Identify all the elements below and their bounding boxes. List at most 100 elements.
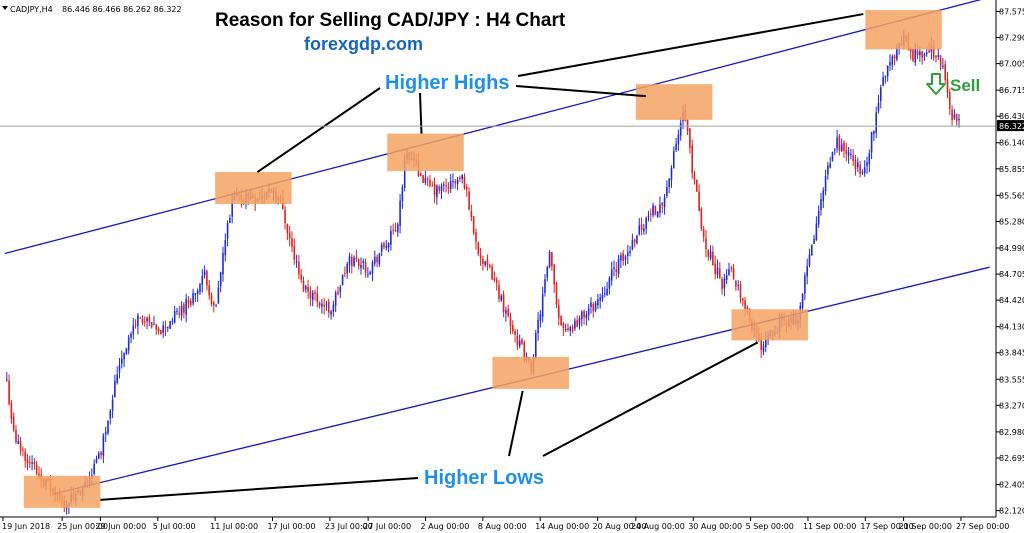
candle-body xyxy=(613,267,615,270)
candle-body xyxy=(615,269,618,272)
candle-body xyxy=(544,279,546,293)
candle-body xyxy=(392,229,394,231)
candle-body xyxy=(838,135,841,151)
candle-body xyxy=(843,142,845,152)
candle-body xyxy=(677,134,680,145)
candle-body xyxy=(176,310,178,312)
candle-body xyxy=(330,311,332,315)
candle-body xyxy=(429,179,431,186)
candle-body xyxy=(741,298,744,301)
price-tick-label: 83.845 xyxy=(999,349,1024,358)
candle-body xyxy=(587,308,590,316)
candle-body xyxy=(22,449,24,451)
candle-body xyxy=(622,253,624,261)
candle-body xyxy=(718,268,721,279)
candle-body xyxy=(8,380,10,405)
candle-body xyxy=(912,49,914,61)
candle-body xyxy=(38,473,40,476)
candle-body xyxy=(856,162,859,168)
candle-body xyxy=(33,461,36,464)
candle-body xyxy=(663,197,666,207)
candle-body xyxy=(953,114,956,119)
candle-body xyxy=(815,223,818,241)
candle-body xyxy=(183,304,185,313)
candle-body xyxy=(762,345,765,352)
candle-body xyxy=(937,55,940,58)
candle-body xyxy=(958,118,960,121)
time-tick-label: 20 Aug 00:00 xyxy=(593,522,647,531)
candle-body xyxy=(955,113,958,121)
candle-body xyxy=(896,47,898,60)
candle-body xyxy=(187,300,190,303)
candle-body xyxy=(394,230,397,232)
symbol-label: CADJPY,H4 xyxy=(10,5,53,14)
candle-body xyxy=(461,174,463,180)
candle-body xyxy=(314,292,316,294)
candle-body xyxy=(691,145,693,174)
candle-body xyxy=(923,54,926,57)
candle-body xyxy=(185,298,187,315)
candle-body xyxy=(224,240,227,256)
candle-body xyxy=(827,165,829,175)
channel-upper-line xyxy=(4,0,982,255)
candle-body xyxy=(597,299,599,306)
candle-body xyxy=(886,65,889,77)
candle-body xyxy=(26,459,29,464)
candle-body xyxy=(369,272,371,275)
pointers-layer xyxy=(100,13,864,501)
pointer-line xyxy=(517,13,864,77)
candle-body xyxy=(893,55,896,59)
candle-body xyxy=(654,206,657,215)
candle-body xyxy=(102,435,105,456)
pointer-line xyxy=(256,87,381,173)
price-tick-label: 85.565 xyxy=(999,191,1024,200)
candle-body xyxy=(452,181,454,183)
candle-body xyxy=(346,264,348,274)
candle-body xyxy=(116,374,118,383)
candle-body xyxy=(889,62,891,66)
candle-body xyxy=(114,380,116,398)
candle-body xyxy=(373,256,376,264)
candle-body xyxy=(12,416,15,430)
candle-body xyxy=(318,302,321,306)
candle-body xyxy=(620,255,622,261)
candle-body xyxy=(590,302,592,308)
higher-low-zone xyxy=(731,309,808,341)
candle-body xyxy=(884,76,887,78)
price-tick-label: 84.705 xyxy=(999,270,1024,279)
candle-body xyxy=(111,399,114,411)
candle-body xyxy=(309,291,312,299)
pointer-line xyxy=(100,477,419,501)
candle-body xyxy=(426,178,429,180)
sell-label: Sell xyxy=(950,76,980,95)
candle-body xyxy=(475,232,477,242)
candle-body xyxy=(537,319,539,333)
candle-body xyxy=(495,279,498,283)
candle-body xyxy=(845,150,848,155)
candle-body xyxy=(643,228,645,232)
candle-body xyxy=(946,79,949,93)
price-tick-label: 84.420 xyxy=(999,296,1024,305)
candle-body xyxy=(344,273,346,275)
candle-body xyxy=(157,328,160,332)
candle-body xyxy=(127,337,130,351)
candle-body xyxy=(493,278,496,281)
zones-layer xyxy=(23,10,942,508)
candle-body xyxy=(679,122,682,136)
candle-body xyxy=(164,326,167,329)
candle-body xyxy=(148,317,151,323)
candle-body xyxy=(695,179,698,192)
candle-body xyxy=(574,320,576,329)
candle-body xyxy=(334,292,337,306)
candle-body xyxy=(189,300,192,305)
candle-body xyxy=(171,321,174,323)
candle-body xyxy=(951,109,953,121)
candle-body xyxy=(470,211,473,218)
candle-body xyxy=(325,303,328,305)
candle-body xyxy=(364,261,367,274)
candle-body xyxy=(746,307,749,310)
time-tick-label: 5 Sep 00:00 xyxy=(746,522,794,531)
candle-body xyxy=(199,283,201,293)
